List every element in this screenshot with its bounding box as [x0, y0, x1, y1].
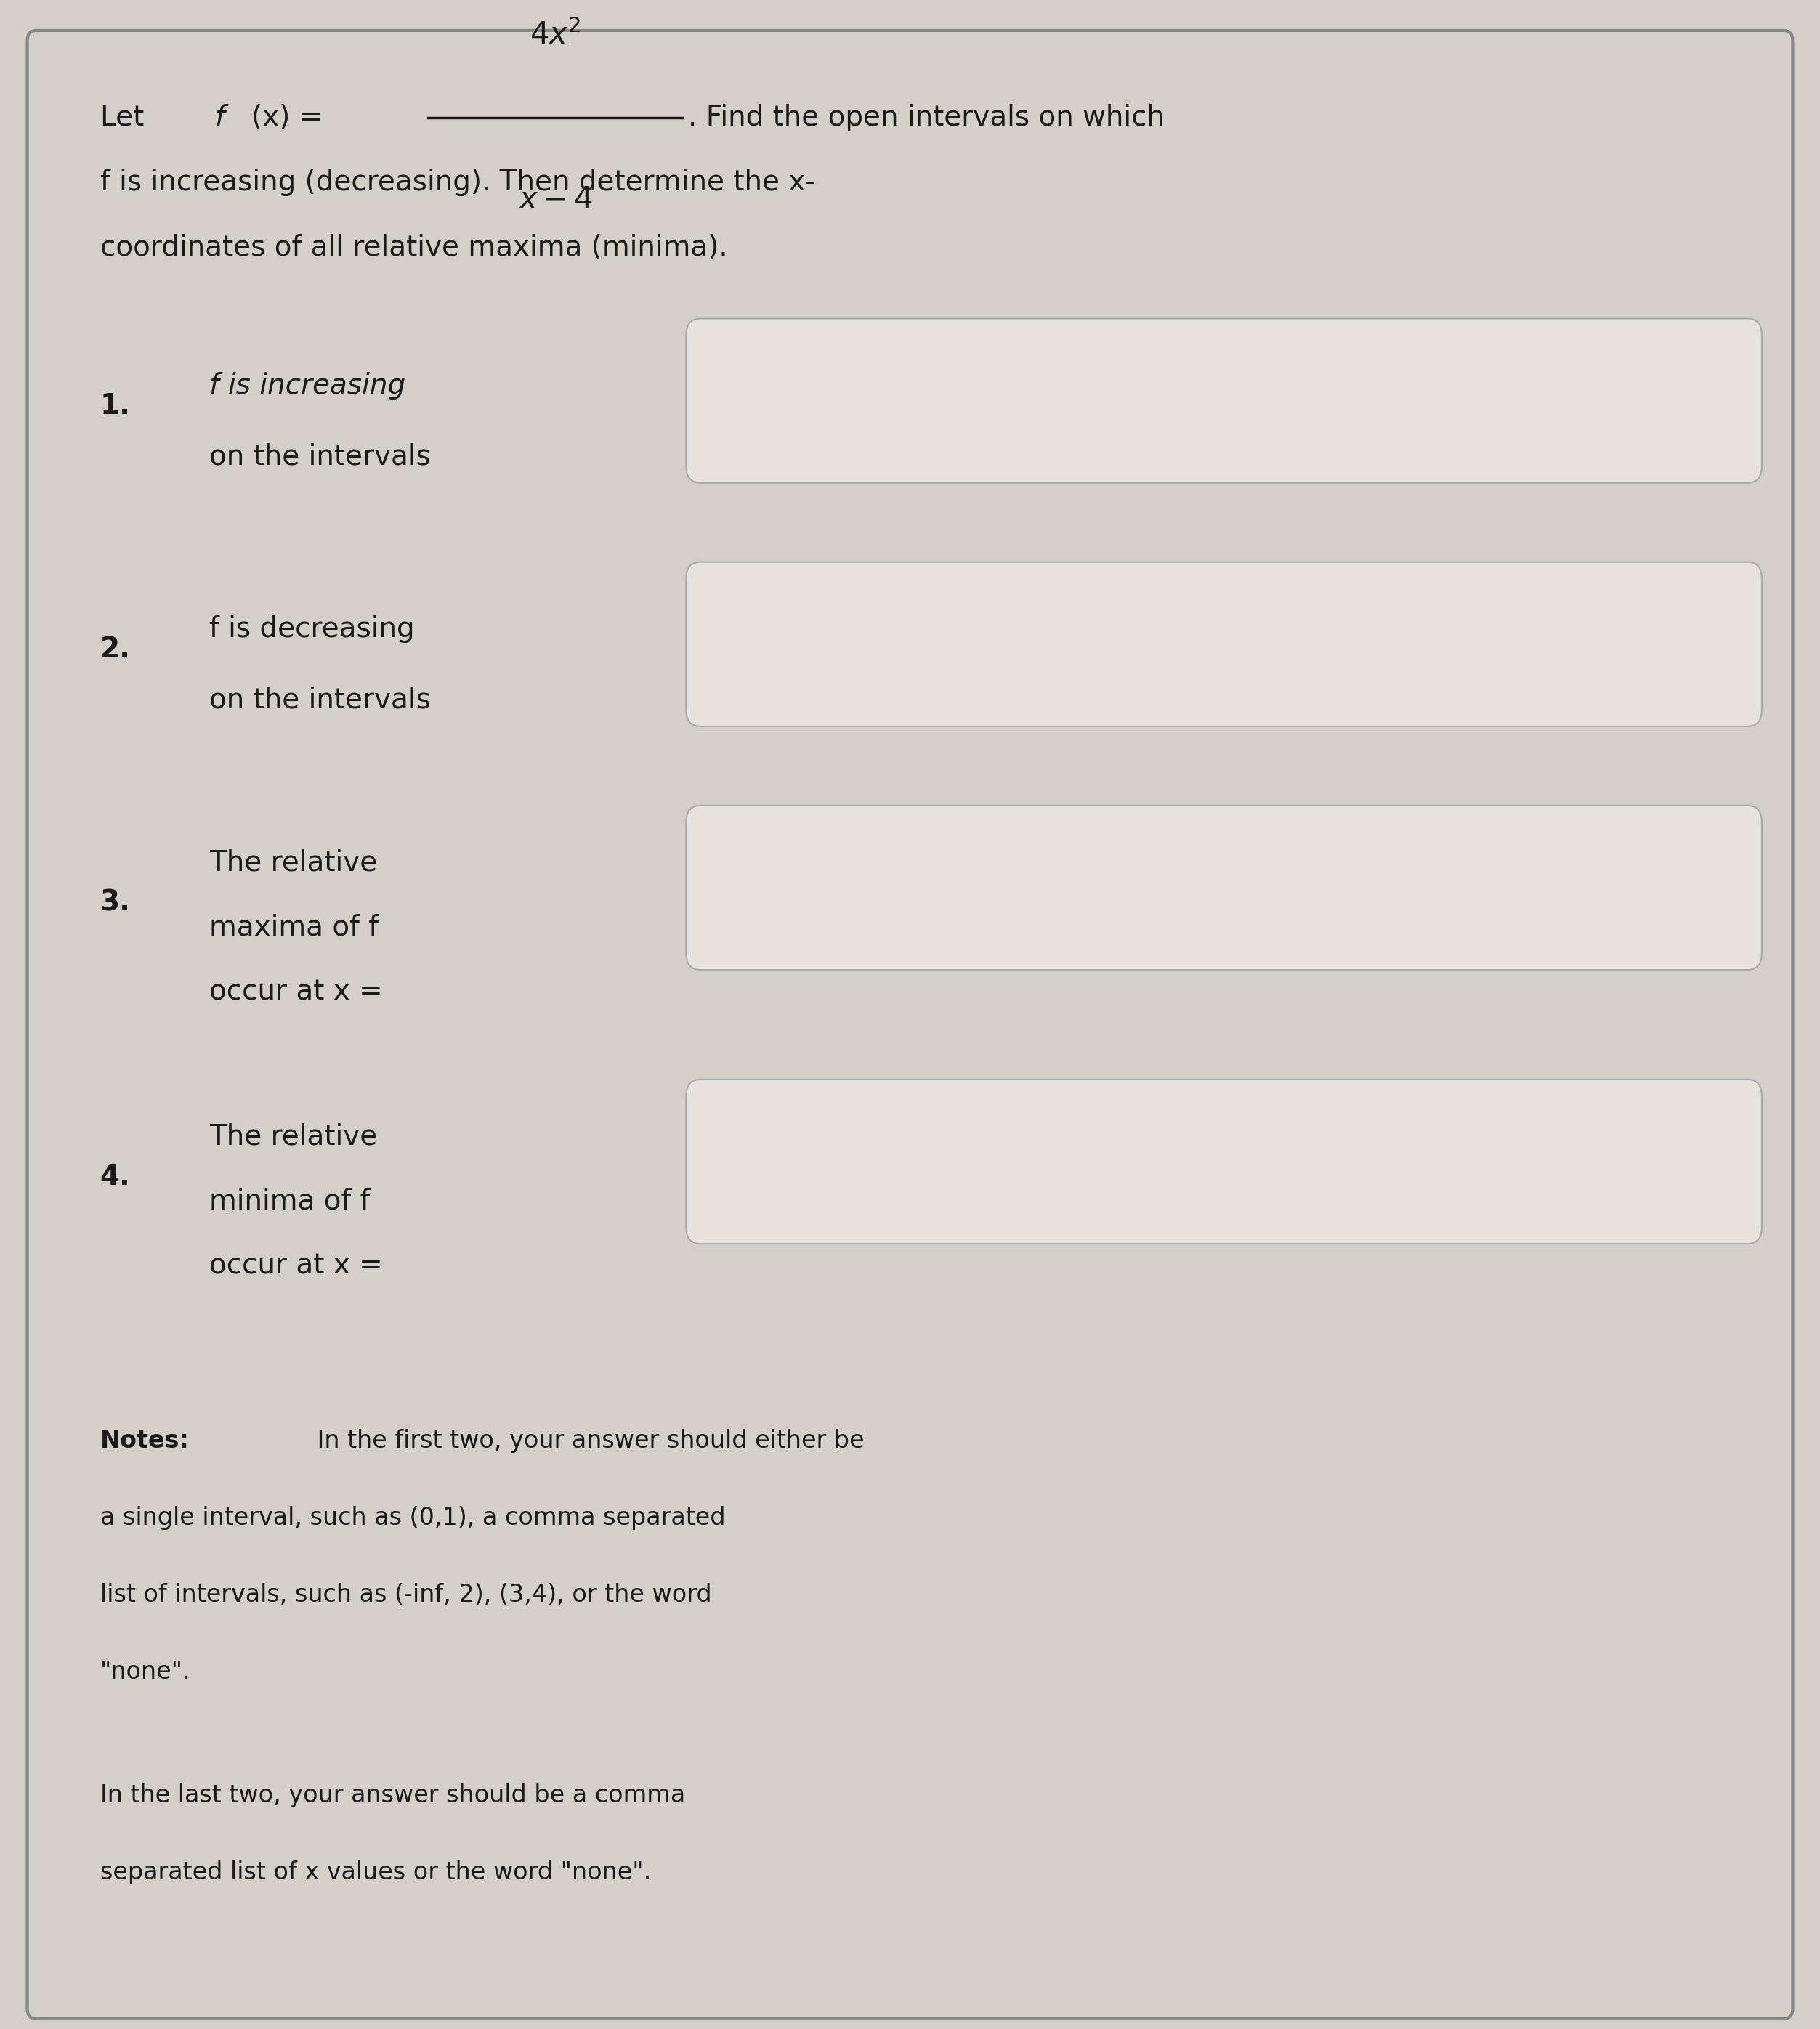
Text: list of intervals, such as (-inf, 2), (3,4), or the word: list of intervals, such as (-inf, 2), (3… — [100, 1583, 712, 1607]
Text: 3.: 3. — [100, 889, 131, 917]
Text: minima of f: minima of f — [209, 1187, 369, 1215]
Text: The relative: The relative — [209, 848, 377, 877]
Text: f is increasing: f is increasing — [209, 371, 406, 400]
FancyBboxPatch shape — [686, 319, 1762, 483]
Text: (x) =: (x) = — [251, 103, 322, 132]
Text: f is increasing (decreasing). Then determine the x-: f is increasing (decreasing). Then deter… — [100, 168, 815, 197]
Text: f is decreasing: f is decreasing — [209, 615, 415, 643]
Text: 4.: 4. — [100, 1163, 131, 1191]
Text: $x - 4$: $x - 4$ — [517, 185, 593, 215]
Text: 1.: 1. — [100, 392, 131, 420]
Text: 2.: 2. — [100, 635, 131, 663]
Text: Notes:: Notes: — [100, 1428, 189, 1453]
FancyBboxPatch shape — [27, 30, 1793, 2019]
Text: $4x^2$: $4x^2$ — [530, 20, 581, 51]
Text: a single interval, such as (0,1), a comma separated: a single interval, such as (0,1), a comm… — [100, 1506, 726, 1530]
Text: In the first two, your answer should either be: In the first two, your answer should eit… — [309, 1428, 864, 1453]
Text: on the intervals: on the intervals — [209, 686, 431, 714]
Text: on the intervals: on the intervals — [209, 442, 431, 471]
Text: separated list of x values or the word "none".: separated list of x values or the word "… — [100, 1861, 652, 1885]
FancyBboxPatch shape — [686, 806, 1762, 970]
FancyBboxPatch shape — [686, 562, 1762, 726]
Text: The relative: The relative — [209, 1122, 377, 1150]
Text: "none".: "none". — [100, 1660, 191, 1684]
Text: coordinates of all relative maxima (minima).: coordinates of all relative maxima (mini… — [100, 233, 728, 262]
Text: Let: Let — [100, 103, 153, 132]
Text: . Find the open intervals on which: . Find the open intervals on which — [688, 103, 1165, 132]
Text: maxima of f: maxima of f — [209, 913, 379, 941]
Text: In the last two, your answer should be a comma: In the last two, your answer should be a… — [100, 1783, 684, 1808]
Text: occur at x =: occur at x = — [209, 1252, 382, 1280]
Text: f: f — [215, 103, 224, 132]
Text: occur at x =: occur at x = — [209, 978, 382, 1006]
FancyBboxPatch shape — [686, 1079, 1762, 1244]
